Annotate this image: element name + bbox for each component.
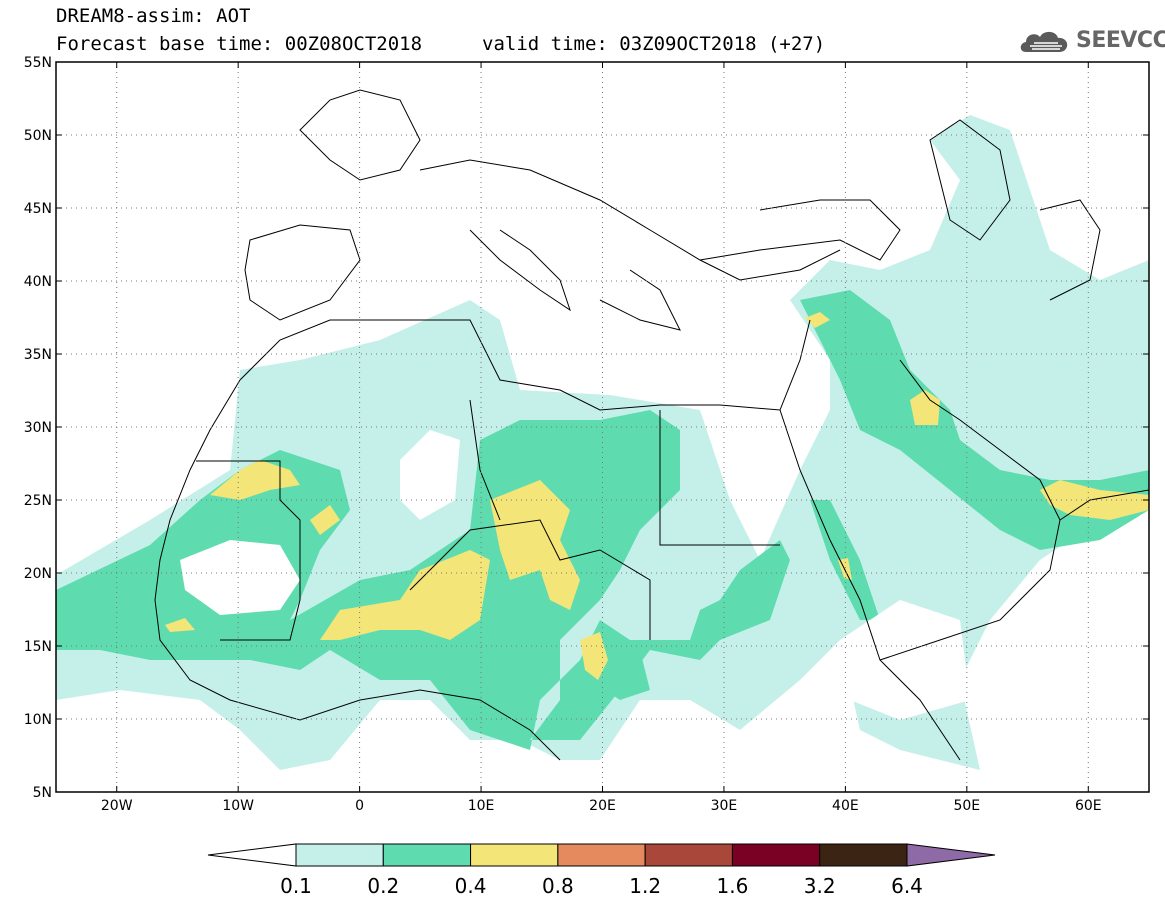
lon-label: 30E bbox=[711, 798, 738, 814]
lat-label: 45N bbox=[24, 201, 52, 217]
aot-band-yellow-6 bbox=[580, 632, 608, 680]
lat-label: 10N bbox=[24, 712, 52, 728]
lat-label: 15N bbox=[24, 639, 52, 655]
seevccc-logo: SEEVCCC bbox=[1018, 26, 1165, 56]
lon-label: 0 bbox=[355, 798, 364, 814]
colorbar-label: 0.8 bbox=[542, 874, 574, 898]
colorbar-segment bbox=[819, 843, 908, 867]
lon-label: 60E bbox=[1075, 798, 1102, 814]
aot-band-yellow-8 bbox=[805, 312, 830, 328]
aot-band-yellow-4 bbox=[310, 505, 340, 535]
cloud-icon bbox=[1020, 31, 1068, 52]
lat-label: 55N bbox=[24, 55, 52, 71]
lat-label: 50N bbox=[24, 128, 52, 144]
lat-label: 35N bbox=[24, 347, 52, 363]
coastlines bbox=[154, 89, 1149, 761]
aot-band-yellow-5 bbox=[165, 618, 195, 632]
lon-label: 10W bbox=[222, 798, 254, 814]
map-grid bbox=[56, 62, 1149, 792]
aot-band-yellow-3 bbox=[210, 460, 300, 500]
colorbar-under-arrow bbox=[207, 843, 297, 867]
colorbar-label: 0.4 bbox=[455, 874, 487, 898]
colorbar-segment bbox=[295, 843, 384, 867]
colorbar-label: 6.4 bbox=[891, 874, 923, 898]
colorbar-over-arrow bbox=[906, 843, 996, 867]
lon-label: 50E bbox=[953, 798, 980, 814]
lon-label: 40E bbox=[832, 798, 859, 814]
colorbar-label: 1.6 bbox=[717, 874, 749, 898]
aot-band-yellow-7 bbox=[910, 390, 940, 425]
colorbar-label: 1.2 bbox=[629, 874, 661, 898]
lat-label: 30N bbox=[24, 420, 52, 436]
valid-time: valid time: 03Z09OCT2018 (+27) bbox=[482, 33, 826, 55]
logo-text: SEEVCCC bbox=[1076, 28, 1165, 53]
colorbar-label: 3.2 bbox=[804, 874, 836, 898]
map-title: DREAM8-assim: AOT bbox=[56, 5, 251, 27]
longitude-labels: 20W 10W 0 10E 20E 30E 40E 50E 60E bbox=[101, 798, 1102, 814]
colorbar bbox=[207, 843, 996, 867]
colorbar-segment bbox=[644, 843, 733, 867]
colorbar-segment bbox=[382, 843, 472, 867]
lat-label: 40N bbox=[24, 274, 52, 290]
colorbar-labels: 0.1 0.2 0.4 0.8 1.2 1.6 3.2 6.4 bbox=[280, 874, 923, 898]
lon-label: 20W bbox=[101, 798, 133, 814]
lat-label: 25N bbox=[24, 493, 52, 509]
aot-band-yellow-9 bbox=[1040, 480, 1149, 520]
lon-label: 20E bbox=[589, 798, 616, 814]
aot-band-yellow-2 bbox=[490, 480, 580, 610]
forecast-base-time: Forecast base time: 00Z08OCT2018 bbox=[56, 33, 423, 55]
colorbar-segment bbox=[557, 843, 646, 867]
colorbar-label: 0.1 bbox=[280, 874, 312, 898]
lat-label: 20N bbox=[24, 566, 52, 582]
map-ticks bbox=[56, 61, 1149, 793]
colorbar-label: 0.2 bbox=[367, 874, 399, 898]
colorbar-segment bbox=[731, 843, 821, 867]
lon-label: 10E bbox=[468, 798, 495, 814]
colorbar-segment bbox=[470, 843, 559, 867]
aot-band-yellow-1 bbox=[320, 550, 490, 640]
latitude-labels: 55N 50N 45N 40N 35N 30N 25N 20N 15N 10N 5N bbox=[24, 55, 52, 801]
lat-label: 5N bbox=[33, 785, 52, 801]
